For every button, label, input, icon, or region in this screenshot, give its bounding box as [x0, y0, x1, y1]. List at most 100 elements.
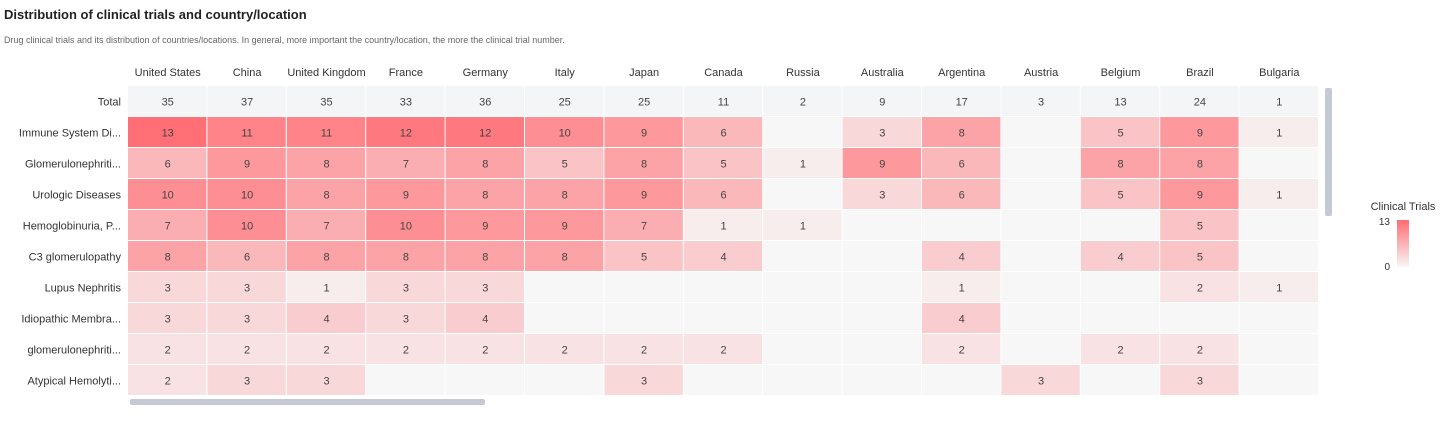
heatmap-cell[interactable] [366, 365, 444, 395]
heatmap-cell-value: 9 [562, 221, 568, 233]
column-label: United Kingdom [287, 67, 365, 79]
total-cell-value: 35 [320, 97, 332, 109]
heatmap-cell-value: 7 [641, 221, 647, 233]
heatmap-cell-value: 5 [562, 159, 568, 171]
column-label: Austria [1024, 67, 1059, 79]
heatmap-cell-value: 8 [482, 252, 488, 264]
heatmap-cell-value: 4 [959, 252, 965, 264]
heatmap-cell-value: 9 [879, 159, 885, 171]
heatmap-cell-value: 2 [482, 345, 488, 357]
legend-gradient-bar [1397, 221, 1409, 267]
heatmap-cell-value: 2 [1197, 283, 1203, 295]
heatmap-cell[interactable] [1240, 210, 1318, 240]
heatmap-cell[interactable] [843, 303, 921, 333]
column-label: Belgium [1101, 67, 1141, 79]
heatmap-cell-value: 8 [482, 159, 488, 171]
heatmap-cell-value: 1 [323, 283, 329, 295]
heatmap-cell-value: 8 [1197, 159, 1203, 171]
heatmap-cell[interactable] [763, 179, 841, 209]
heatmap-cell[interactable] [843, 241, 921, 271]
heatmap-cell-value: 2 [959, 345, 965, 357]
heatmap-cell-value: 3 [482, 283, 488, 295]
heatmap-cell[interactable] [1081, 303, 1159, 333]
heatmap-cell[interactable] [684, 272, 762, 302]
horizontal-scrollbar-thumb[interactable] [130, 399, 485, 405]
heatmap-cell[interactable] [684, 365, 762, 395]
column-label: Australia [861, 67, 905, 79]
heatmap-cell[interactable] [843, 365, 921, 395]
heatmap-cell[interactable] [1001, 179, 1079, 209]
heatmap-cell[interactable] [763, 117, 841, 147]
heatmap-cell[interactable] [604, 303, 682, 333]
heatmap-cell-value: 1 [1276, 283, 1282, 295]
heatmap-cell-value: 6 [959, 190, 965, 202]
heatmap-cell[interactable] [1001, 303, 1079, 333]
heatmap-cell[interactable] [843, 272, 921, 302]
heatmap-cell-value: 5 [641, 252, 647, 264]
heatmap-cell[interactable] [1240, 148, 1318, 178]
legend-max-handle[interactable] [1397, 220, 1409, 222]
heatmap-cell[interactable] [763, 365, 841, 395]
heatmap-cell-value: 1 [800, 221, 806, 233]
total-cell-value: 36 [479, 97, 491, 109]
heatmap-cell[interactable] [843, 210, 921, 240]
legend-max-label: 13 [1379, 217, 1391, 228]
vertical-scrollbar-thumb[interactable] [1325, 88, 1332, 216]
heatmap-cell[interactable] [922, 365, 1000, 395]
heatmap-cell-value: 4 [959, 314, 965, 326]
column-label: China [233, 67, 263, 79]
heatmap-cell[interactable] [1081, 272, 1159, 302]
row-label: Lupus Nephritis [45, 283, 122, 295]
row-label: Hemoglobinuria, P... [23, 221, 121, 233]
heatmap-cell[interactable] [1240, 365, 1318, 395]
heatmap-cell[interactable] [763, 241, 841, 271]
heatmap-cell[interactable] [1240, 241, 1318, 271]
heatmap-cell-value: 3 [244, 283, 250, 295]
heatmap-cell[interactable] [763, 272, 841, 302]
heatmap-cell[interactable] [763, 334, 841, 364]
heatmap-cell[interactable] [1081, 210, 1159, 240]
heatmap-cell-value: 12 [479, 128, 491, 140]
row-label: C3 glomerulopathy [29, 252, 122, 264]
heatmap-cell[interactable] [525, 272, 603, 302]
heatmap-cell[interactable] [446, 365, 524, 395]
heatmap-cell-value: 3 [1038, 376, 1044, 388]
total-cell-value: 24 [1194, 97, 1206, 109]
heatmap-cell[interactable] [922, 210, 1000, 240]
heatmap-cell[interactable] [1081, 365, 1159, 395]
heatmap-cell-value: 7 [403, 159, 409, 171]
heatmap-cell-value: 3 [1197, 376, 1203, 388]
heatmap-cell-value: 4 [720, 252, 726, 264]
heatmap-cell[interactable] [684, 303, 762, 333]
column-label: France [389, 67, 423, 79]
heatmap-cell[interactable] [1001, 210, 1079, 240]
heatmap-cell-value: 2 [1117, 345, 1123, 357]
heatmap-cell-value: 3 [244, 376, 250, 388]
heatmap-cell-value: 3 [403, 283, 409, 295]
heatmap-cell-value: 3 [165, 314, 171, 326]
row-label: Atypical Hemolyti... [27, 376, 121, 388]
heatmap-cell[interactable] [763, 303, 841, 333]
total-cell-value: 25 [559, 97, 571, 109]
heatmap-cell[interactable] [604, 272, 682, 302]
legend-min-label: 0 [1384, 262, 1390, 273]
heatmap-cell[interactable] [525, 303, 603, 333]
heatmap-cell[interactable] [1001, 148, 1079, 178]
row-label: Immune System Di... [19, 128, 121, 140]
heatmap-cell[interactable] [1240, 334, 1318, 364]
row-label: Urologic Diseases [32, 190, 121, 202]
heatmap-cell[interactable] [1240, 303, 1318, 333]
column-label: Germany [463, 67, 509, 79]
total-cell-value: 37 [241, 97, 253, 109]
heatmap-cell-value: 7 [323, 221, 329, 233]
heatmap-cell[interactable] [1001, 117, 1079, 147]
row-label: glomerulonephriti... [27, 345, 121, 357]
heatmap-cell[interactable] [843, 334, 921, 364]
heatmap-cell[interactable] [1160, 303, 1238, 333]
heatmap-cell-value: 1 [720, 221, 726, 233]
heatmap-cell[interactable] [1001, 334, 1079, 364]
heatmap-cell-value: 6 [720, 128, 726, 140]
heatmap-cell[interactable] [1001, 241, 1079, 271]
heatmap-cell[interactable] [1001, 272, 1079, 302]
heatmap-cell[interactable] [525, 365, 603, 395]
